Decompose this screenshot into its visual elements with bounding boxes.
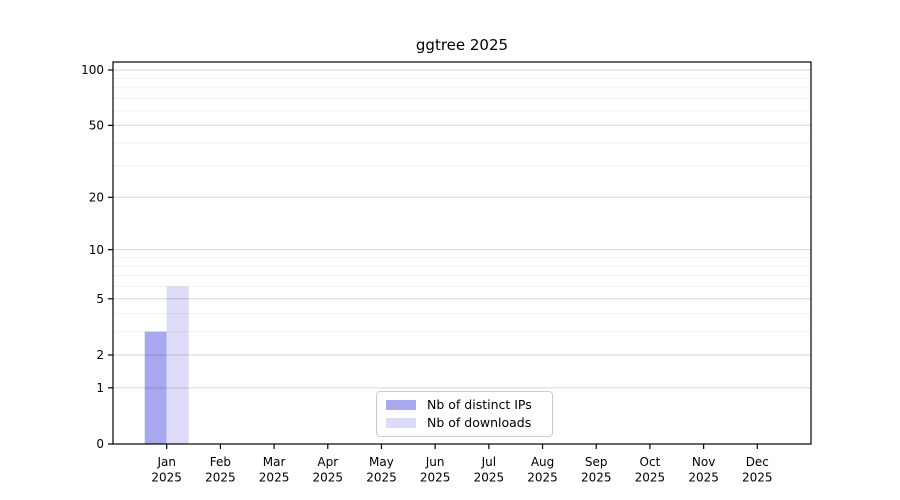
legend-label-distinct-ips: Nb of distinct IPs xyxy=(427,396,532,412)
x-tick-label-month-jan: Jan xyxy=(156,455,176,469)
x-tick-label-year-aug: 2025 xyxy=(527,471,558,485)
plot-frame xyxy=(112,61,812,445)
x-tick-label-month-jul: Jul xyxy=(481,455,496,469)
legend-entry-downloads: Nb of downloads xyxy=(386,415,552,430)
y-tick-label-10: 10 xyxy=(89,243,104,257)
x-tick-label-month-nov: Nov xyxy=(692,455,715,469)
x-tick-label-year-sep: 2025 xyxy=(581,471,612,485)
y-tick-label-20: 20 xyxy=(89,190,104,204)
x-tick-label-year-jul: 2025 xyxy=(474,471,505,485)
legend: Nb of distinct IPs Nb of downloads xyxy=(376,391,553,437)
chart-title: ggtree 2025 xyxy=(415,36,509,54)
y-tick-label-50: 50 xyxy=(89,119,104,133)
x-tick-label-month-dec: Dec xyxy=(746,455,769,469)
x-tick-label-year-jun: 2025 xyxy=(420,471,451,485)
x-tick-label-year-nov: 2025 xyxy=(688,471,719,485)
x-tick-label-month-mar: Mar xyxy=(263,455,286,469)
legend-label-downloads: Nb of downloads xyxy=(427,415,532,430)
x-tick-label-year-oct: 2025 xyxy=(635,471,666,485)
y-tick-label-100: 100 xyxy=(81,63,104,77)
x-tick-label-year-mar: 2025 xyxy=(259,471,290,485)
x-tick-label-month-may: May xyxy=(369,455,394,469)
legend-entry-distinct-ips: Nb of distinct IPs xyxy=(386,396,552,412)
x-tick-label-month-feb: Feb xyxy=(210,455,231,469)
y-tick-label-2: 2 xyxy=(96,348,104,362)
x-tick-label-month-apr: Apr xyxy=(317,455,338,469)
x-tick-label-month-aug: Aug xyxy=(531,455,554,469)
x-tick-label-year-jan: 2025 xyxy=(151,471,182,485)
x-tick-label-month-jun: Jun xyxy=(425,455,445,469)
y-tick-label-0: 0 xyxy=(96,437,104,451)
bar-nb-of-distinct-ips-jan xyxy=(144,331,167,444)
y-tick-label-5: 5 xyxy=(96,292,104,306)
bar-nb-of-downloads-jan xyxy=(166,286,189,444)
legend-swatch-distinct-ips xyxy=(386,399,416,410)
x-tick-label-year-may: 2025 xyxy=(366,471,397,485)
x-tick-label-year-feb: 2025 xyxy=(205,471,236,485)
y-tick-label-1: 1 xyxy=(96,381,104,395)
x-tick-label-year-dec: 2025 xyxy=(742,471,773,485)
legend-swatch-downloads xyxy=(386,418,416,429)
x-tick-label-month-sep: Sep xyxy=(585,455,608,469)
x-tick-label-year-apr: 2025 xyxy=(312,471,343,485)
x-tick-label-month-oct: Oct xyxy=(640,455,661,469)
